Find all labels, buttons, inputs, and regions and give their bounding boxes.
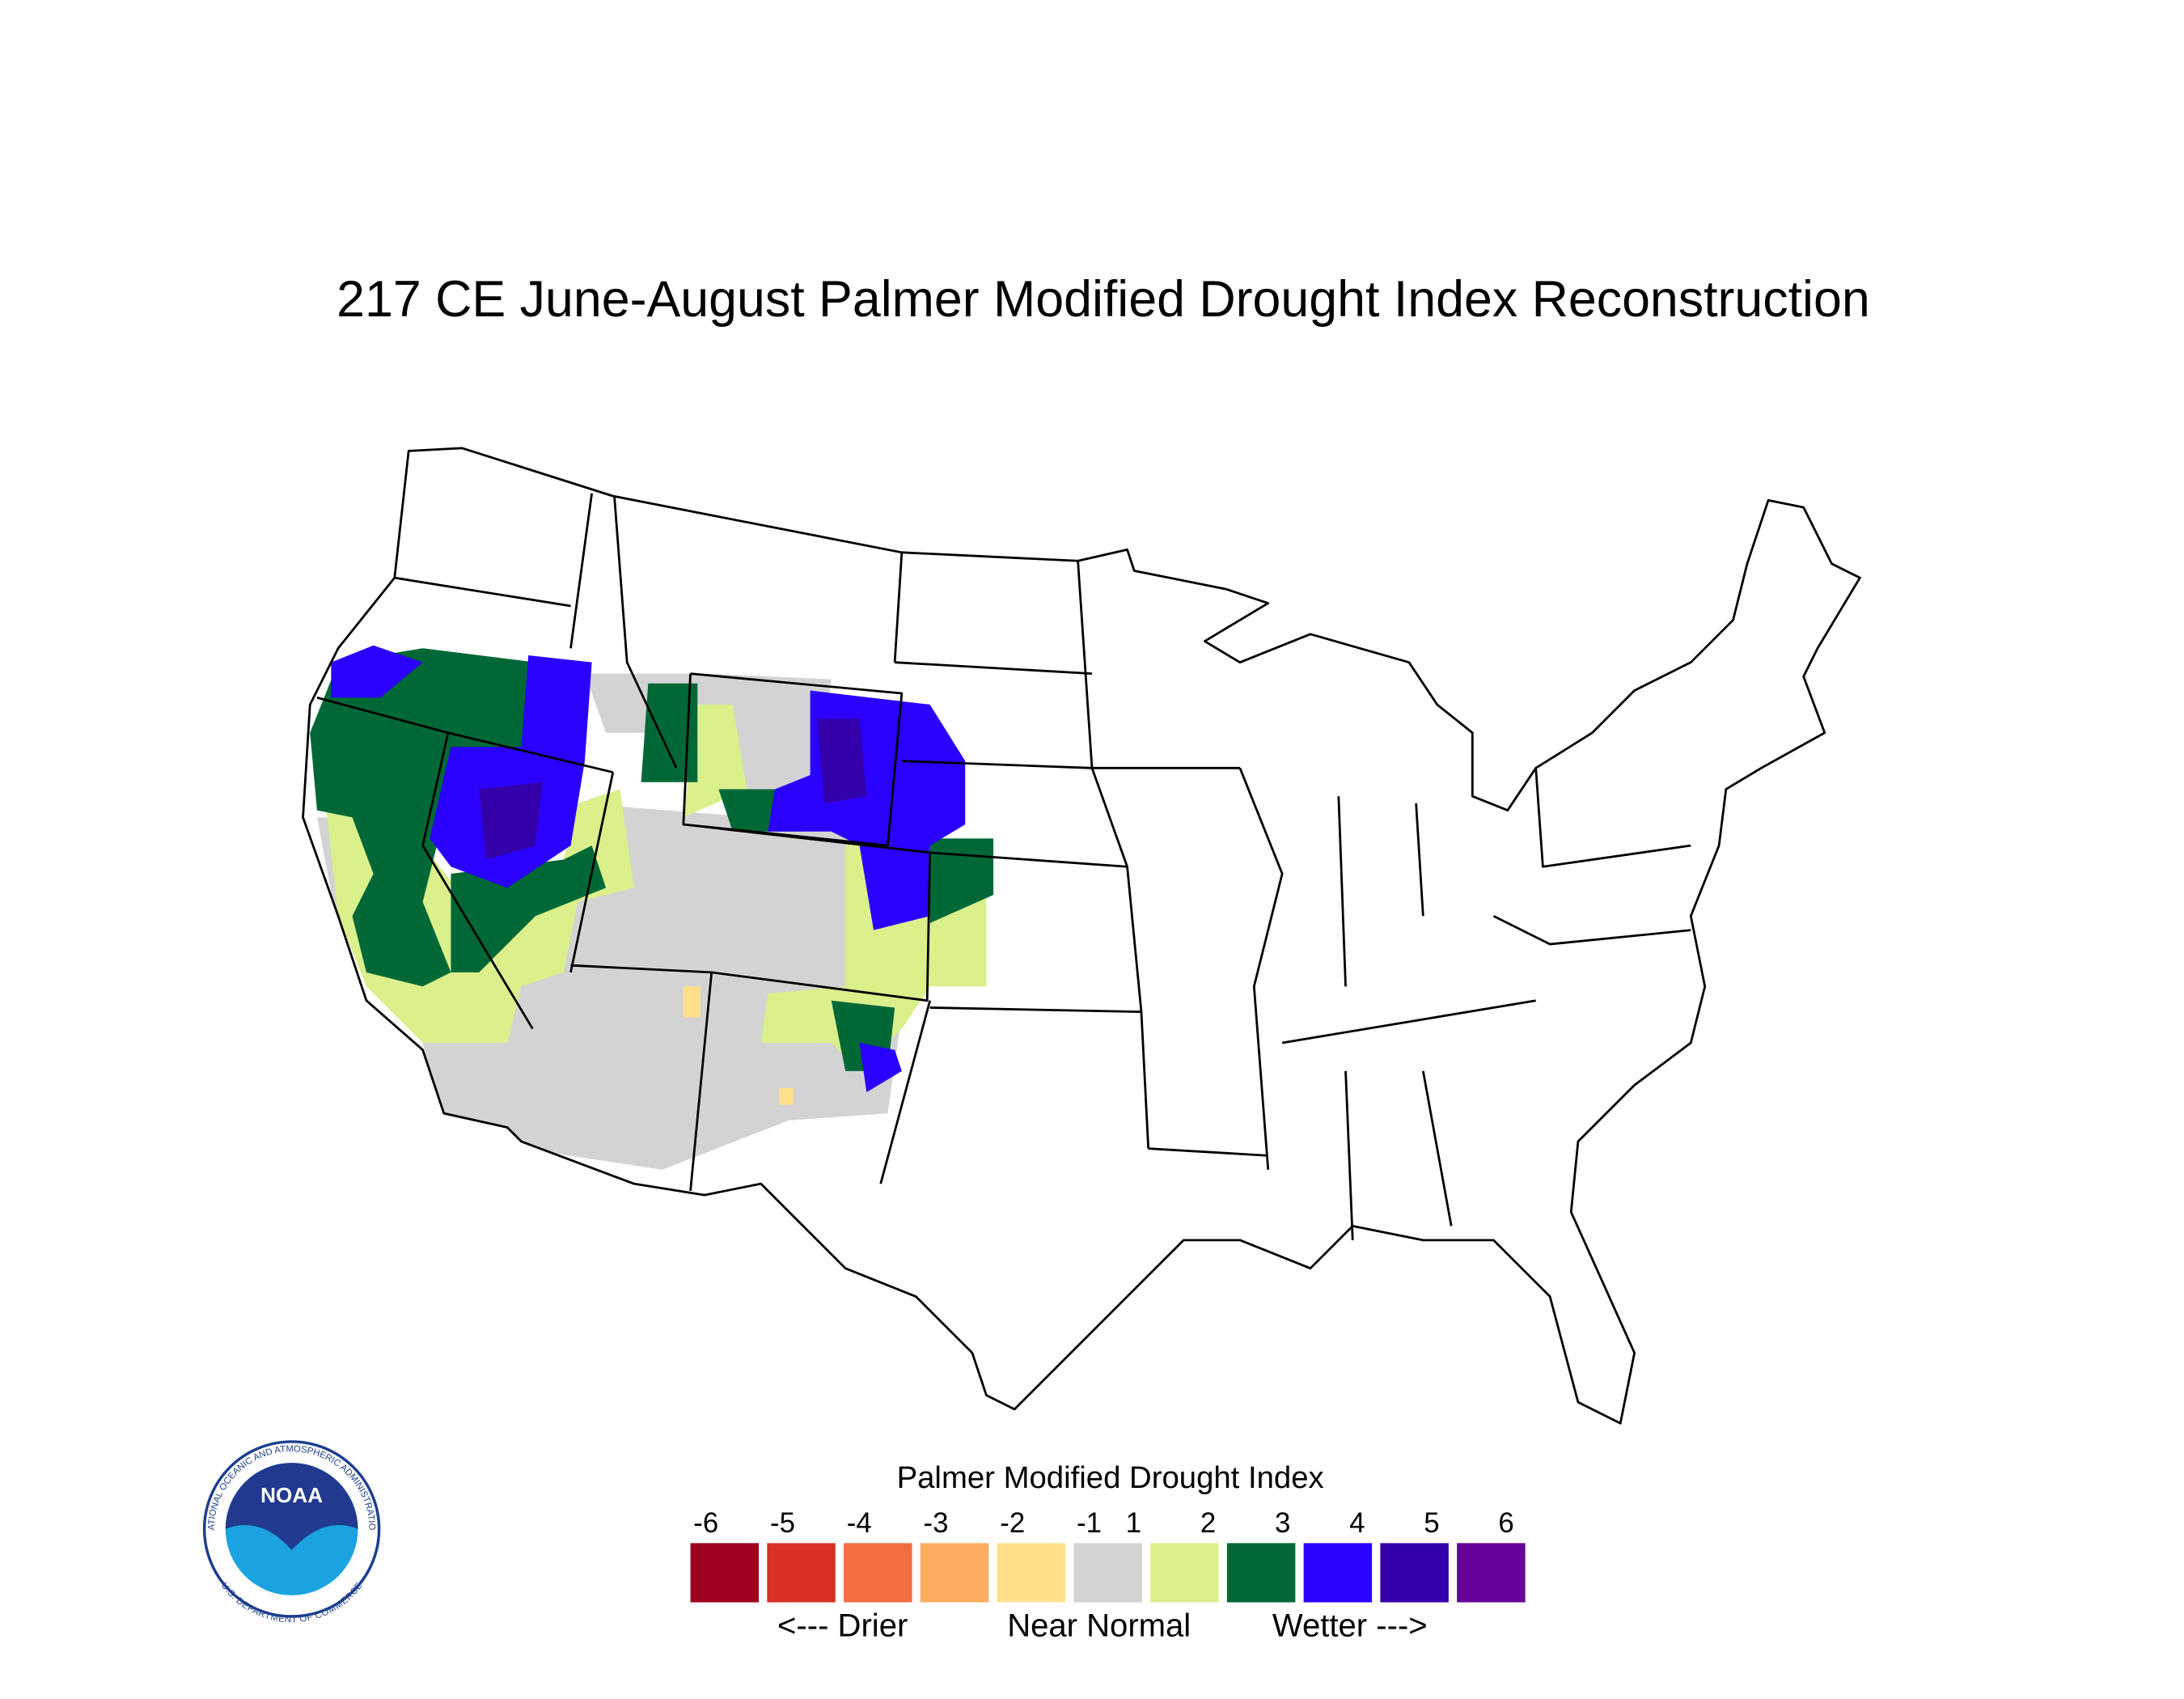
region <box>641 683 698 782</box>
region <box>768 690 966 930</box>
legend-tick-label: 5 <box>1424 1507 1439 1539</box>
legend-swatch <box>1150 1543 1219 1603</box>
region <box>817 718 867 803</box>
legend-tick-label: -6 <box>693 1507 718 1539</box>
region <box>422 803 902 1170</box>
legend-tick-label: 4 <box>1349 1507 1365 1539</box>
legend-tick-label: 3 <box>1275 1507 1290 1539</box>
legend: -6 -5 -4 -3 -2 -1 1 2 3 4 5 6 <--- Drier Near Normal W… <box>690 1507 1526 1643</box>
legend-swatch <box>920 1543 989 1603</box>
region <box>331 645 423 698</box>
region <box>430 655 592 888</box>
legend-caption: Near Normal <box>1007 1608 1191 1643</box>
state-lines <box>302 447 1861 1425</box>
legend-swatch <box>1380 1543 1449 1603</box>
legend-swatch <box>844 1543 912 1603</box>
legend-swatch <box>690 1543 760 1603</box>
legend-swatch <box>997 1543 1066 1603</box>
legend-tick-label: -2 <box>1000 1507 1025 1539</box>
region <box>479 782 543 860</box>
region <box>929 838 994 923</box>
legend-caption: Wetter ---> <box>1272 1608 1428 1643</box>
legend-swatch <box>1073 1543 1142 1603</box>
legend-swatch <box>767 1543 836 1603</box>
legend-tick-label: 1 <box>1126 1507 1141 1539</box>
legend-caption: <--- Drier <box>777 1608 908 1643</box>
legend-tick-label: 6 <box>1498 1507 1513 1539</box>
map-title: 217 CE June-August Palmer Modified Droug… <box>336 271 1870 328</box>
legend-swatch <box>1303 1543 1373 1603</box>
region <box>683 986 700 1018</box>
legend-tick-label: 2 <box>1200 1507 1216 1539</box>
legend-tick-label: -4 <box>847 1507 872 1539</box>
region <box>779 1087 794 1105</box>
region <box>859 1042 902 1092</box>
legend-tick-label: -3 <box>924 1507 949 1539</box>
legend-tick-label: -5 <box>770 1507 795 1539</box>
legend-swatch <box>1226 1543 1296 1603</box>
logo-text: NOAA <box>260 1483 323 1507</box>
legend-swatch <box>1457 1543 1526 1603</box>
legend-tick-label: -1 <box>1077 1507 1102 1539</box>
legend-title: Palmer Modified Drought Index <box>897 1460 1324 1495</box>
